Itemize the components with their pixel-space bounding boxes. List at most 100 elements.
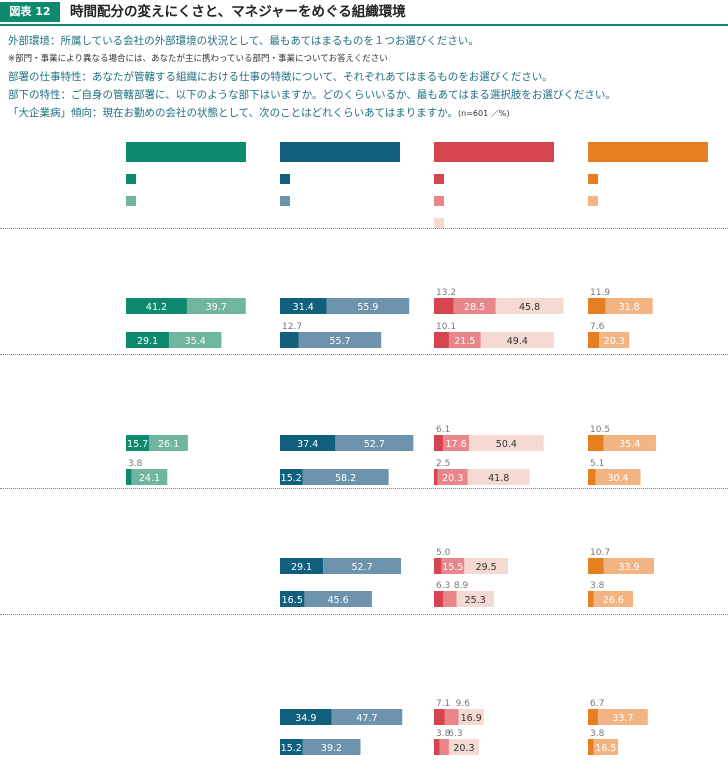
bar-segment (467, 469, 530, 485)
bar-segment (126, 469, 132, 485)
data-label: 35.4 (185, 336, 206, 347)
data-label: 15.2 (281, 473, 302, 484)
bar-segment (469, 435, 544, 451)
bar-segment (599, 332, 630, 348)
bar-segment (126, 435, 150, 451)
bar-segment (444, 709, 459, 725)
bar-segment (588, 709, 598, 725)
data-label: 2.5 (436, 459, 450, 469)
data-label: 37.4 (297, 439, 318, 450)
bar-segment (603, 558, 655, 574)
data-label: 29.1 (291, 562, 312, 573)
data-label: 10.5 (590, 425, 610, 435)
legend-swatch (434, 174, 444, 184)
data-label: 13.2 (436, 288, 456, 298)
data-label: 33.7 (612, 713, 633, 724)
bar-segment (335, 435, 414, 451)
bar-segment (298, 332, 382, 348)
legend-swatch (434, 218, 444, 228)
intro-line-1: 外部環境：所属している会社の外部環境の状況として、最もあてはまるものを１つお選び… (8, 35, 479, 47)
data-label: 30.4 (607, 473, 628, 484)
bar-segment (331, 709, 403, 725)
data-label: 16.5 (282, 595, 303, 606)
bar-segment (441, 558, 465, 574)
column-header (434, 142, 554, 162)
bar-segment (434, 298, 454, 314)
bar-segment (588, 332, 600, 348)
bar-segment (326, 298, 410, 314)
bar-segment (126, 298, 187, 314)
bar-segment (434, 469, 438, 485)
intro-line-5: 「大企業病」傾向：現在お勤めの会社の状態として、次のことはどれくらいあてはまりま… (8, 106, 509, 121)
data-label: 5.0 (436, 548, 451, 558)
bar-segment (280, 435, 336, 451)
data-label: 25.3 (465, 595, 486, 606)
data-label: 3.8 (590, 581, 605, 591)
bar-segment (434, 739, 440, 755)
data-label: 26.1 (158, 439, 179, 450)
column-header (280, 142, 400, 162)
row-separator (0, 354, 728, 355)
data-label: 39.7 (206, 302, 227, 313)
legend-swatch (588, 196, 598, 206)
data-label: 7.6 (590, 322, 605, 332)
row-separator (0, 614, 728, 615)
bar-segment (186, 298, 246, 314)
bar-segment (588, 739, 594, 755)
data-label: 50.4 (496, 439, 517, 450)
data-label: 29.1 (137, 336, 158, 347)
data-label: 15.7 (127, 439, 148, 450)
bar-segment (588, 469, 596, 485)
data-label: 6.1 (436, 425, 450, 435)
bar-segment (458, 709, 484, 725)
data-label: 15.2 (281, 743, 302, 754)
header: 図表 12 時間配分の変えにくさと、マネジャーをめぐる組織環境 (0, 0, 728, 26)
data-label: 24.1 (139, 473, 160, 484)
data-label: 3.8 (590, 729, 605, 739)
bar-segment (434, 435, 444, 451)
data-label: 33.9 (618, 562, 639, 573)
bar-segment (448, 332, 481, 348)
legend-swatch (280, 196, 290, 206)
intro-line-3: 部署の仕事特性：あなたが管轄する組織における仕事の特徴について、それぞれあてはま… (8, 71, 553, 83)
bar-segment (603, 435, 656, 451)
data-label: 6.3 (448, 729, 462, 739)
data-label: 39.2 (321, 743, 342, 754)
bar-segment (149, 435, 188, 451)
data-label: 31.4 (293, 302, 314, 313)
intro-line-2: ※部門・事業により異なる場合には、あなたが主に携わっている部門・事業についてお答… (8, 54, 388, 64)
data-label: 12.7 (282, 322, 302, 332)
data-label: 55.7 (329, 336, 350, 347)
data-label: 26.6 (603, 595, 624, 606)
data-label: 6.3 (436, 581, 450, 591)
bar-segment (280, 558, 324, 574)
figure-title: 時間配分の変えにくさと、マネジャーをめぐる組織環境 (70, 4, 406, 20)
data-label: 41.8 (488, 473, 509, 484)
bar-segment (280, 298, 327, 314)
bar-segment (302, 469, 389, 485)
row-separator (0, 488, 728, 489)
data-label: 34.9 (295, 713, 316, 724)
column-header (126, 142, 246, 162)
bar-segment (605, 298, 653, 314)
bar-segment (323, 558, 402, 574)
column-header (588, 142, 708, 162)
bar-segment (588, 558, 604, 574)
bar-segment (464, 558, 508, 574)
bar-segment (434, 558, 442, 574)
data-label: 20.3 (604, 336, 625, 347)
data-label: 3.8 (436, 729, 451, 739)
bar-segment (439, 739, 449, 755)
bar-segment (280, 709, 332, 725)
bar-segment (595, 469, 641, 485)
bar-segment (448, 739, 479, 755)
bar-segment (434, 332, 449, 348)
data-label: 47.7 (356, 713, 377, 724)
intro-line-4: 部下の特性：ご自身の管轄部署に、以下のような部下はいますか。どのくらいいるか、最… (8, 89, 616, 101)
legend-swatch (588, 174, 598, 184)
data-label: 6.7 (590, 699, 604, 709)
data-label: 49.4 (507, 336, 528, 347)
data-label: 16.5 (595, 743, 616, 754)
data-label: 10.7 (590, 548, 610, 558)
legend-swatch (280, 174, 290, 184)
